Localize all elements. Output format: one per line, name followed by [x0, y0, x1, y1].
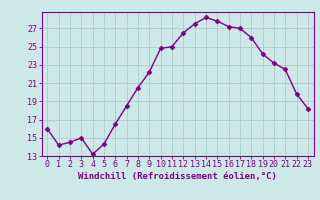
X-axis label: Windchill (Refroidissement éolien,°C): Windchill (Refroidissement éolien,°C)	[78, 172, 277, 181]
